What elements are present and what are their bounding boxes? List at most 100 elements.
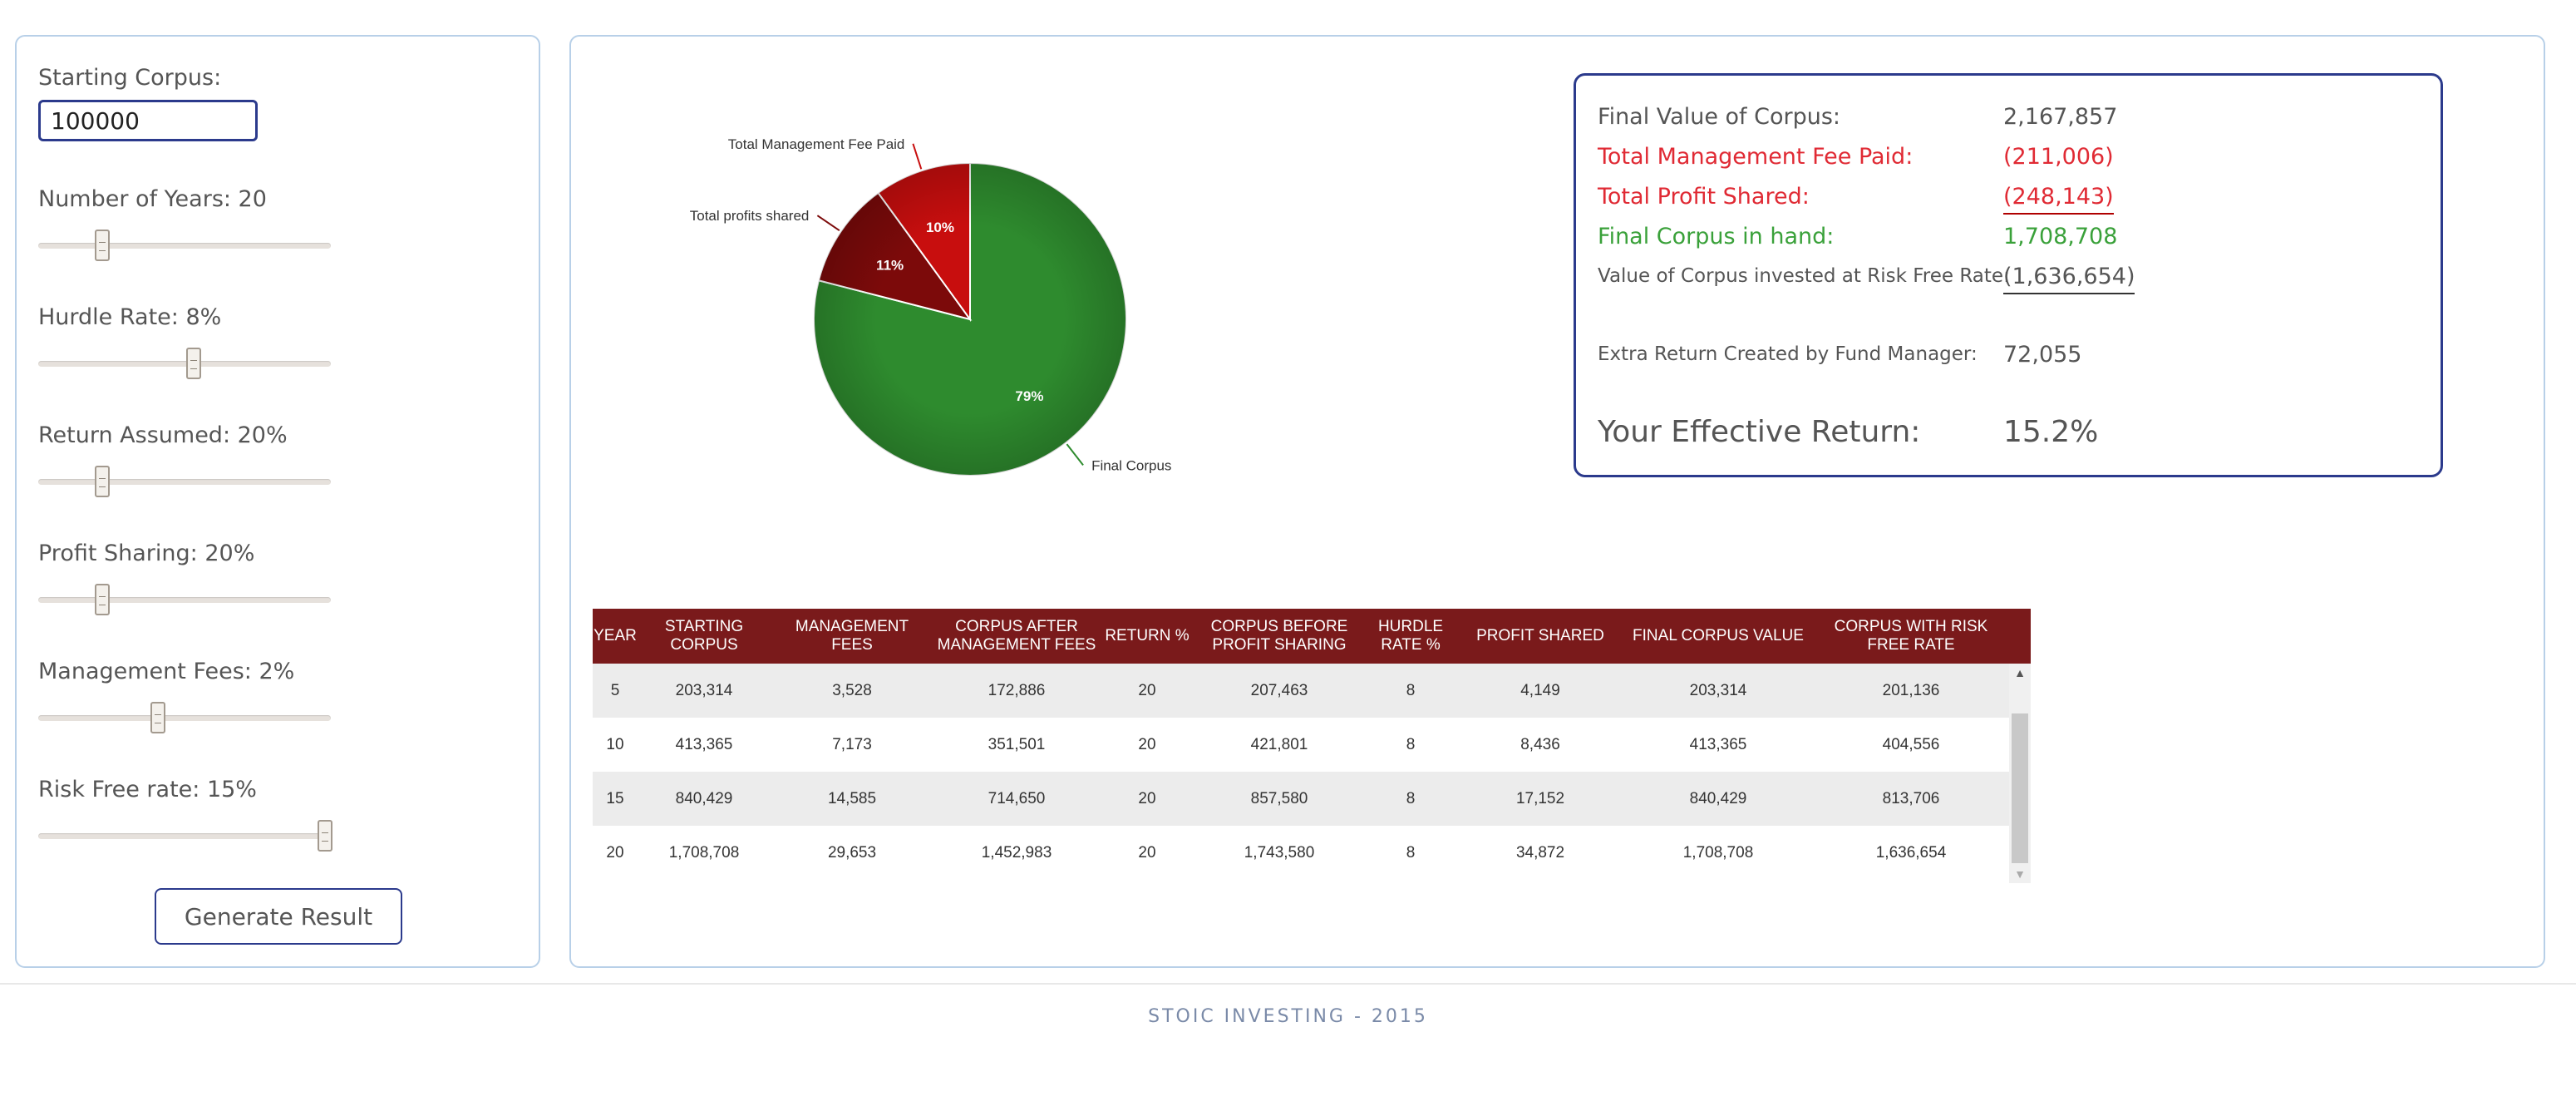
risk-free-label: Value of Corpus invested at Risk Free Ra… — [1598, 265, 2010, 287]
table-row[interactable]: 15 840,429 14,585 714,650 20 857,580 8 17,152 84… — [593, 772, 2009, 826]
profit-shared-amount: (248,143) — [2003, 184, 2114, 215]
table-cell: 840,429 — [1689, 789, 1747, 807]
table-row[interactable]: 10 413,365 7,173 351,501 20 421,801 8 8,436 413,… — [593, 718, 2009, 772]
table-cell: 20 — [1138, 843, 1156, 862]
slider-track — [38, 243, 331, 249]
management-fees-label: Management Fees: 2% — [38, 659, 295, 684]
effective-return-amount: 15.2% — [2003, 415, 2099, 449]
table-cell: 5 — [610, 681, 620, 699]
final-value-amount: 2,167,857 — [2003, 104, 2118, 130]
column-header[interactable]: MANAGEMENT FEES — [795, 618, 909, 654]
final-value-label: Final Value of Corpus: — [1598, 104, 1841, 130]
summary-box: Final Value of Corpus: 2,167,857 Total M… — [1574, 73, 2443, 477]
table-cell: 20 — [606, 843, 624, 862]
column-header[interactable]: STARTING CORPUS — [664, 618, 744, 654]
profit-sharing-label: Profit Sharing: 20% — [38, 541, 255, 566]
hurdle-rate-slider[interactable] — [38, 344, 331, 383]
pie-shading — [814, 163, 1126, 476]
pie-leader-line — [912, 143, 923, 170]
column-header[interactable]: CORPUS AFTER MANAGEMENT FEES — [937, 618, 1096, 654]
table-cell: 351,501 — [988, 735, 1046, 753]
scrollbar-thumb[interactable] — [2012, 713, 2028, 863]
table-cell: 15 — [606, 789, 624, 807]
table-cell: 29,653 — [827, 843, 877, 862]
table-cell: 7,173 — [832, 735, 872, 753]
table-body[interactable]: 5 203,314 3,528 172,886 20 207,463 8 4,149 203,3… — [593, 664, 2009, 883]
table-cell: 20 — [1138, 735, 1156, 753]
table-cell: 840,429 — [675, 789, 733, 807]
table-cell: 17,152 — [1515, 789, 1565, 807]
extra-return-amount: 72,055 — [2003, 342, 2082, 368]
column-header[interactable]: CORPUS WITH RISK FREE RATE — [1834, 618, 1988, 654]
table-row[interactable]: 5 203,314 3,528 172,886 20 207,463 8 4,149 203,3… — [593, 664, 2009, 718]
table-cell: 413,365 — [675, 735, 733, 753]
column-header[interactable]: YEAR — [594, 627, 637, 644]
table-cell: 857,580 — [1250, 789, 1308, 807]
return-assumed-slider[interactable] — [38, 462, 331, 501]
table-cell: 8 — [1406, 843, 1416, 862]
table-cell: 20 — [1138, 789, 1156, 807]
pie-leader-line — [1066, 443, 1084, 467]
return-assumed-label: Return Assumed: 20% — [38, 422, 288, 448]
pie-slice-label: Total Management Fee Paid — [728, 136, 905, 152]
table-cell: 4,149 — [1520, 681, 1560, 699]
table-cell: 8 — [1406, 681, 1416, 699]
risk-free-amount: (1,636,654) — [2003, 264, 2135, 294]
table-scrollbar[interactable]: ▲ ▼ — [2009, 664, 2031, 883]
table-cell: 404,556 — [1882, 735, 1940, 753]
starting-corpus-input[interactable] — [38, 100, 258, 141]
table-cell: 207,463 — [1250, 681, 1308, 699]
slider-handle[interactable] — [95, 230, 111, 261]
management-fee-label: Total Management Fee Paid: — [1598, 144, 1914, 170]
table-cell: 172,886 — [988, 681, 1046, 699]
footer-text: STOIC INVESTING - 2015 — [1148, 1006, 1428, 1027]
profit-sharing-slider[interactable] — [38, 580, 331, 619]
table-header: YEAR STARTING CORPUS MANAGEMENT FEES CORPUS… — [593, 609, 2031, 664]
controls-panel: Starting Corpus: Number of Years: 20 Hur… — [15, 35, 540, 968]
pie-leader-line — [816, 215, 840, 232]
hurdle-rate-label: Hurdle Rate: 8% — [38, 304, 222, 330]
extra-return-label: Extra Return Created by Fund Manager: — [1598, 343, 1978, 365]
table-cell: 1,708,708 — [1682, 843, 1754, 862]
pie-slice-label: Total profits shared — [690, 208, 810, 224]
starting-corpus-label: Starting Corpus: — [38, 65, 222, 91]
column-header[interactable]: HURDLE RATE % — [1377, 618, 1444, 654]
table-cell: 203,314 — [675, 681, 733, 699]
final-in-hand-label: Final Corpus in hand: — [1598, 224, 1835, 249]
column-header[interactable]: RETURN % — [1105, 627, 1189, 644]
table-row[interactable]: 20 1,708,708 29,653 1,452,983 20 1,743,580 8 34… — [593, 826, 2009, 880]
slider-handle[interactable] — [317, 820, 332, 852]
slider-track — [38, 715, 331, 721]
slider-handle[interactable] — [95, 466, 111, 497]
management-fees-slider[interactable] — [38, 699, 331, 737]
risk-free-rate-label: Risk Free rate: 15% — [38, 777, 257, 802]
years-slider[interactable] — [38, 226, 331, 264]
slider-track — [38, 597, 331, 603]
scroll-down-arrow-icon[interactable]: ▼ — [2014, 867, 2026, 881]
table-cell: 1,743,580 — [1244, 843, 1315, 862]
effective-return-label: Your Effective Return: — [1598, 415, 1921, 449]
scroll-up-arrow-icon[interactable]: ▲ — [2014, 666, 2026, 679]
slider-handle[interactable] — [185, 348, 201, 379]
pie-slice-label: Final Corpus — [1091, 457, 1171, 473]
slider-handle[interactable] — [95, 584, 111, 615]
table-cell: 714,650 — [988, 789, 1046, 807]
table-cell: 813,706 — [1882, 789, 1940, 807]
table-cell: 201,136 — [1882, 681, 1940, 699]
column-header[interactable]: PROFIT SHARED — [1476, 627, 1604, 644]
slider-handle[interactable] — [150, 702, 166, 733]
risk-free-rate-slider[interactable] — [38, 817, 332, 855]
profit-shared-label: Total Profit Shared: — [1598, 184, 1810, 210]
table-cell: 421,801 — [1250, 735, 1308, 753]
management-fee-amount: (211,006) — [2003, 144, 2114, 170]
table-cell: 34,872 — [1515, 843, 1565, 862]
generate-result-button[interactable]: Generate Result — [155, 888, 402, 945]
results-table: YEAR STARTING CORPUS MANAGEMENT FEES CORPUS… — [593, 609, 2031, 886]
table-cell: 8 — [1406, 789, 1416, 807]
table-cell: 1,636,654 — [1875, 843, 1947, 862]
table-cell: 3,528 — [832, 681, 872, 699]
column-header[interactable]: FINAL CORPUS VALUE — [1633, 627, 1804, 644]
column-header[interactable]: CORPUS BEFORE PROFIT SHARING — [1210, 618, 1348, 654]
